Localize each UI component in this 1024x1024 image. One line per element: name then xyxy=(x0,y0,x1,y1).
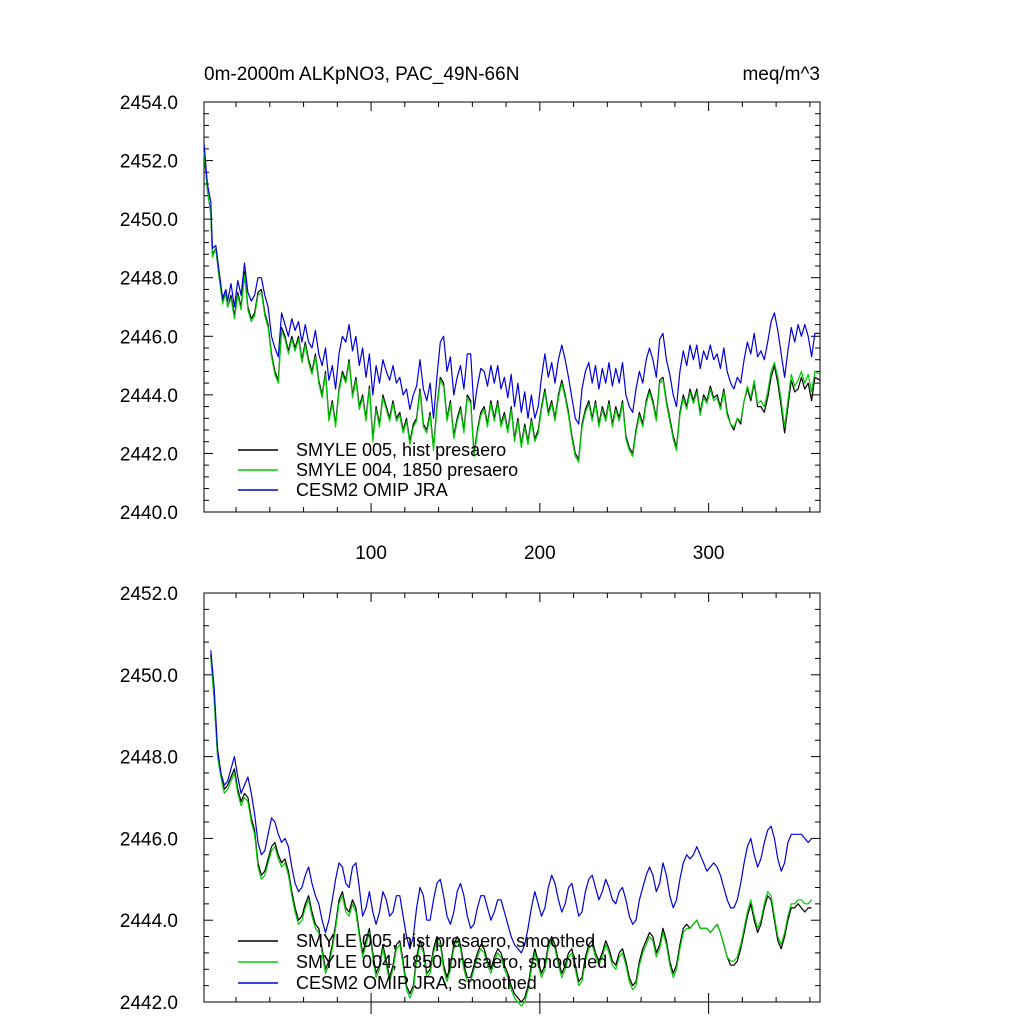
series-line-1 xyxy=(210,658,813,1007)
bottom-panel: 2442.0 2444.0 2446.0 2448.0 2450.0 2452.0 SMYL… xyxy=(120,584,821,1014)
y-tick-label: 2450.0 xyxy=(120,210,178,231)
series-line-1 xyxy=(203,151,821,463)
x-tick-label: 100 xyxy=(355,543,387,564)
x-tick-label: 200 xyxy=(524,543,556,564)
y-tick-label: 2452.0 xyxy=(120,152,178,173)
y-tick-label: 2446.0 xyxy=(120,829,178,850)
legend-label-1: SMYLE 004, 1850 presaero xyxy=(296,460,518,480)
legend-label-1: SMYLE 004, 1850 presaero, smoothed xyxy=(296,952,607,972)
legend-label-0: SMYLE 005, hist presaero, smoothed xyxy=(296,931,595,951)
y-tick-label: 2442.0 xyxy=(120,993,178,1014)
y-tick-label: 2440.0 xyxy=(120,503,178,524)
series-line-2 xyxy=(210,650,813,954)
plot-frame xyxy=(203,592,821,1003)
units-label: meq/m^3 xyxy=(742,64,820,85)
chart-title: 0m-2000m ALKpNO3, PAC_49N-66N xyxy=(204,64,519,85)
legend-label-0: SMYLE 005, hist presaero xyxy=(296,440,506,460)
legend-label-2: CESM2 OMIP JRA, smoothed xyxy=(296,973,537,993)
y-tick-label: 2448.0 xyxy=(120,269,178,290)
top-panel: 2440.0 2442.0 2444.0 2446.0 2448.0 2450.0 2452… xyxy=(120,64,821,564)
plot-frame xyxy=(203,101,821,513)
y-tick-label: 2450.0 xyxy=(120,666,178,687)
y-tick-label: 2448.0 xyxy=(120,748,178,769)
y-tick-label: 2452.0 xyxy=(120,584,178,605)
y-tick-label: 2444.0 xyxy=(120,911,178,932)
x-tick-label: 300 xyxy=(693,543,725,564)
legend-label-2: CESM2 OMIP JRA xyxy=(296,480,448,500)
y-tick-label: 2444.0 xyxy=(120,386,178,407)
y-tick-label: 2446.0 xyxy=(120,327,178,348)
series-line-2 xyxy=(203,142,820,425)
y-tick-label: 2454.0 xyxy=(120,93,178,114)
y-tick-label: 2442.0 xyxy=(120,444,178,465)
